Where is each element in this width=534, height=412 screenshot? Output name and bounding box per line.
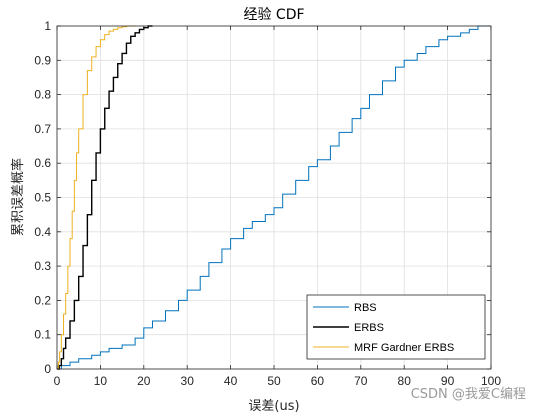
series-line-rbs xyxy=(57,25,487,370)
y-tick-label: 0.1 xyxy=(34,328,51,342)
x-tick-label: 60 xyxy=(311,374,325,388)
x-axis-ticks: 0 10 20 30 40 50 60 70 80 90 100 xyxy=(54,26,501,388)
series-lines xyxy=(57,25,487,370)
x-tick-label: 80 xyxy=(398,374,412,388)
y-tick-label: 0.7 xyxy=(34,122,51,136)
y-tick-label: 0.8 xyxy=(34,88,51,102)
y-axis-label: 累积误差概率 xyxy=(10,158,26,236)
y-tick-label: 0 xyxy=(44,362,51,376)
series-line-mrf-gardner-erbs xyxy=(57,25,136,370)
x-tick-label: 70 xyxy=(354,374,368,388)
legend-label: MRF Gardner ERBS xyxy=(354,342,454,354)
x-axis-label: 误差(us) xyxy=(248,399,299,412)
legend: RBS ERBS MRF Gardner ERBS xyxy=(306,294,486,360)
legend-label: ERBS xyxy=(354,322,384,334)
legend-label: RBS xyxy=(354,302,377,314)
watermark: CSDN @我爱C编程 xyxy=(411,387,526,402)
x-tick-label: 20 xyxy=(137,374,151,388)
y-axis-ticks: 0 0.1 0.2 0.3 0.4 0.5 0.6 0.7 0.8 0.9 1 xyxy=(34,19,491,376)
y-tick-label: 0.9 xyxy=(34,53,51,67)
x-tick-label: 0 xyxy=(54,374,61,388)
x-tick-label: 30 xyxy=(181,374,195,388)
x-tick-label: 100 xyxy=(481,374,501,388)
y-tick-label: 0.4 xyxy=(34,225,51,239)
chart-title: 经验 CDF xyxy=(243,7,304,23)
y-tick-label: 0.2 xyxy=(34,293,51,307)
y-tick-label: 0.3 xyxy=(34,259,51,273)
y-tick-label: 0.6 xyxy=(34,156,51,170)
x-tick-label: 40 xyxy=(224,374,238,388)
y-tick-label: 0.5 xyxy=(34,191,51,205)
x-tick-label: 10 xyxy=(94,374,108,388)
y-tick-label: 1 xyxy=(44,19,51,33)
x-tick-label: 90 xyxy=(441,374,455,388)
series-line-erbs xyxy=(57,25,153,370)
x-tick-label: 50 xyxy=(267,374,281,388)
